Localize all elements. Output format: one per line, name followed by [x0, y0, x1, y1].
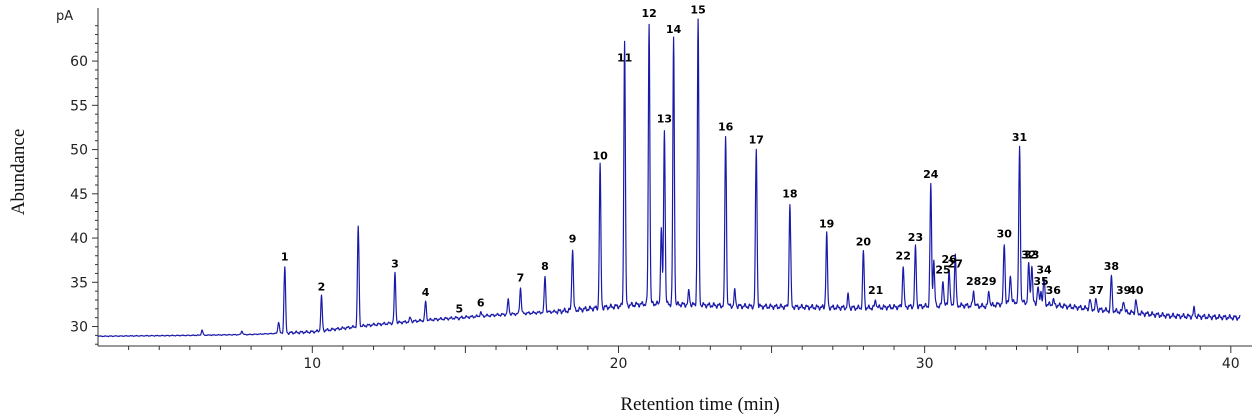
y-tick-label: 60 — [70, 54, 88, 70]
peak-label-37: 37 — [1088, 284, 1103, 297]
peak-label-34: 34 — [1036, 264, 1052, 277]
peak-label-27: 27 — [948, 257, 963, 270]
y-tick-label: 45 — [70, 187, 88, 203]
peak-label-1: 1 — [281, 250, 289, 263]
x-tick-label: 10 — [303, 356, 321, 372]
peak-label-24: 24 — [923, 168, 939, 181]
peak-label-16: 16 — [718, 120, 734, 133]
peak-label-3: 3 — [391, 257, 399, 270]
peak-label-11: 11 — [617, 51, 632, 64]
peak-label-22: 22 — [896, 249, 911, 262]
peak-label-19: 19 — [819, 218, 834, 231]
peak-label-39: 39 — [1116, 284, 1131, 297]
y-tick-label: 50 — [70, 143, 88, 159]
peak-label-32: 32 — [1021, 249, 1036, 262]
peak-label-12: 12 — [641, 7, 656, 20]
peak-label-20: 20 — [856, 235, 872, 248]
peak-label-15: 15 — [690, 4, 705, 17]
x-axis-title: Retention time (min) — [620, 394, 779, 415]
peak-label-29: 29 — [981, 275, 996, 288]
peak-label-7: 7 — [517, 272, 525, 285]
peak-label-28: 28 — [966, 275, 981, 288]
x-tick-label: 40 — [1222, 356, 1240, 372]
peak-label-18: 18 — [782, 188, 797, 201]
y-tick-label: 40 — [70, 231, 88, 247]
peak-label-26: 26 — [941, 253, 957, 266]
peak-label-6: 6 — [477, 296, 485, 309]
peak-label-38: 38 — [1104, 260, 1119, 273]
x-ticks: 10 20 30 40 — [128, 346, 1240, 372]
peak-label-33: 33 — [1024, 249, 1039, 262]
peak-label-17: 17 — [749, 134, 764, 147]
x-tick-label: 20 — [610, 356, 628, 372]
peak-label-8: 8 — [541, 260, 549, 273]
peak-label-21: 21 — [868, 284, 883, 297]
x-tick-label: 30 — [916, 356, 934, 372]
peak-label-36: 36 — [1046, 284, 1062, 297]
y-axis-title: Abundance — [8, 129, 29, 216]
peak-label-30: 30 — [997, 227, 1013, 240]
axes-layer — [97, 8, 1252, 347]
peak-label-25: 25 — [935, 264, 950, 277]
peak-label-4: 4 — [422, 286, 430, 299]
peak-label-2: 2 — [318, 280, 326, 293]
peak-label-14: 14 — [666, 23, 682, 36]
chromatogram-trace — [97, 18, 1241, 338]
peak-label-31: 31 — [1012, 131, 1027, 144]
peak-label-5: 5 — [455, 303, 463, 316]
peak-label-9: 9 — [569, 233, 577, 246]
peak-label-35: 35 — [1033, 275, 1048, 288]
y-unit-label: pA — [56, 9, 73, 24]
y-tick-label: 55 — [70, 98, 88, 114]
peak-label-13: 13 — [657, 112, 672, 125]
peak-label-40: 40 — [1128, 284, 1144, 297]
y-tick-label: 35 — [70, 275, 88, 291]
peak-label-23: 23 — [908, 231, 923, 244]
peak-label-10: 10 — [592, 149, 608, 162]
y-ticks: 30 35 40 45 50 55 60 — [70, 25, 98, 345]
y-tick-label: 30 — [70, 320, 88, 336]
